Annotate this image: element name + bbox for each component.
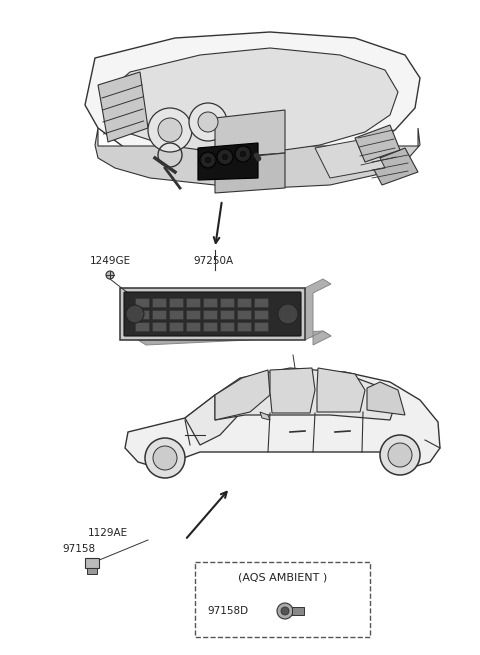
Bar	[169, 322, 183, 331]
Polygon shape	[125, 370, 440, 468]
Polygon shape	[198, 143, 258, 180]
Bar	[135, 322, 149, 331]
Circle shape	[145, 438, 185, 478]
Polygon shape	[215, 153, 285, 193]
Bar	[292, 607, 304, 615]
Bar	[186, 322, 200, 331]
Bar	[169, 310, 183, 319]
Polygon shape	[270, 368, 315, 413]
Circle shape	[380, 435, 420, 475]
Bar	[203, 298, 217, 307]
Polygon shape	[317, 368, 365, 412]
Polygon shape	[108, 48, 398, 152]
Bar	[237, 298, 251, 307]
Bar	[152, 298, 166, 307]
Circle shape	[106, 271, 114, 279]
Bar	[152, 322, 166, 331]
Polygon shape	[120, 288, 305, 340]
Polygon shape	[215, 110, 285, 158]
Bar	[85, 558, 99, 568]
Bar	[195, 562, 370, 637]
Circle shape	[148, 108, 192, 152]
Bar	[203, 310, 217, 319]
Text: 97158: 97158	[62, 544, 95, 554]
Circle shape	[153, 446, 177, 470]
Circle shape	[158, 118, 182, 142]
Polygon shape	[85, 32, 420, 170]
Circle shape	[281, 607, 289, 615]
Bar	[220, 322, 234, 331]
Circle shape	[277, 603, 293, 619]
Polygon shape	[95, 128, 420, 188]
Bar	[237, 310, 251, 319]
Polygon shape	[355, 125, 400, 162]
Circle shape	[189, 103, 227, 141]
Polygon shape	[215, 370, 270, 420]
Polygon shape	[315, 138, 385, 178]
Polygon shape	[305, 279, 331, 345]
Bar	[152, 310, 166, 319]
Bar	[254, 298, 268, 307]
Bar	[87, 568, 97, 574]
Text: 1129AE: 1129AE	[88, 528, 128, 538]
Polygon shape	[185, 395, 245, 445]
Bar	[203, 322, 217, 331]
Circle shape	[217, 149, 233, 165]
Circle shape	[200, 152, 216, 168]
Polygon shape	[260, 412, 270, 420]
Circle shape	[278, 304, 298, 324]
Circle shape	[126, 305, 144, 323]
Polygon shape	[370, 148, 418, 185]
Circle shape	[235, 146, 251, 162]
Bar	[220, 298, 234, 307]
Polygon shape	[98, 72, 148, 142]
Bar	[254, 322, 268, 331]
Text: 97250A: 97250A	[193, 256, 233, 266]
Circle shape	[239, 150, 247, 158]
Circle shape	[198, 112, 218, 132]
Bar	[186, 310, 200, 319]
Bar	[254, 310, 268, 319]
Bar	[186, 298, 200, 307]
Text: 97158D: 97158D	[207, 606, 248, 616]
Text: 1249GE: 1249GE	[90, 256, 131, 266]
Polygon shape	[367, 382, 405, 415]
Bar	[135, 310, 149, 319]
Bar	[135, 298, 149, 307]
Circle shape	[221, 153, 229, 161]
Circle shape	[204, 156, 212, 164]
Bar	[169, 298, 183, 307]
Polygon shape	[138, 331, 331, 345]
Bar	[237, 322, 251, 331]
Bar	[220, 310, 234, 319]
Polygon shape	[215, 368, 395, 420]
FancyBboxPatch shape	[124, 292, 301, 336]
Text: (AQS AMBIENT ): (AQS AMBIENT )	[238, 572, 327, 582]
Circle shape	[388, 443, 412, 467]
